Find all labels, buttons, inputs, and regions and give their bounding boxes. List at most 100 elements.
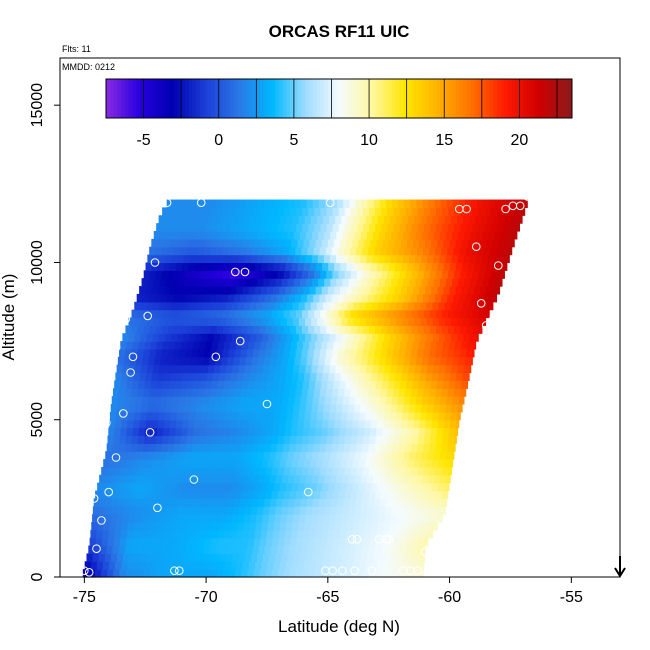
- heatmap-cell: [184, 278, 191, 287]
- heatmap-cell: [326, 207, 334, 216]
- heatmap-cell: [294, 356, 302, 366]
- heatmap-cell: [311, 364, 319, 374]
- heatmap-cell: [168, 325, 175, 334]
- heatmap-cell: [373, 199, 381, 209]
- heatmap-cell: [220, 278, 228, 287]
- heatmap-cell: [151, 459, 159, 468]
- heatmap-cell: [133, 459, 141, 468]
- heatmap-cell: [141, 553, 148, 562]
- heatmap-cell: [340, 238, 347, 248]
- heatmap-cell: [215, 396, 222, 405]
- heatmap-cell: [203, 199, 210, 209]
- heatmap-cell: [458, 396, 465, 405]
- heatmap-cell: [206, 286, 213, 295]
- heatmap-cell: [332, 388, 339, 397]
- heatmap-cell: [349, 498, 357, 507]
- y-tick-label: 5000: [29, 402, 46, 438]
- heatmap-cell: [173, 388, 181, 397]
- heatmap-cell: [417, 309, 425, 319]
- heatmap-cell: [357, 380, 365, 389]
- heatmap-cell: [372, 514, 379, 523]
- heatmap-cell: [247, 270, 254, 279]
- heatmap-cell: [248, 286, 256, 295]
- heatmap-cell: [177, 317, 184, 326]
- heatmap-cell: [169, 286, 177, 295]
- heatmap-cell: [322, 459, 330, 468]
- heatmap-cell: [135, 506, 143, 515]
- heatmap-cell: [422, 498, 430, 507]
- colorbar-segment: [199, 79, 205, 118]
- heatmap-cell: [165, 404, 173, 413]
- heatmap-cell: [460, 309, 467, 319]
- heatmap-cell: [326, 309, 333, 319]
- heatmap-cell: [328, 482, 336, 492]
- heatmap-cell: [121, 372, 129, 382]
- heatmap-cell: [91, 521, 98, 531]
- heatmap-cell: [198, 490, 206, 499]
- heatmap-cell: [431, 262, 439, 271]
- heatmap-cell: [132, 427, 140, 437]
- heatmap-cell: [307, 246, 315, 256]
- heatmap-cell: [455, 341, 462, 350]
- colorbar-segment: [286, 79, 291, 118]
- heatmap-cell: [465, 293, 473, 303]
- heatmap-cell: [173, 545, 181, 555]
- heatmap-cell: [156, 223, 163, 232]
- heatmap-cell: [231, 301, 239, 311]
- heatmap-cell: [453, 348, 461, 358]
- heatmap-cell: [127, 521, 135, 531]
- heatmap-cell: [214, 474, 222, 484]
- heatmap-cell: [260, 380, 267, 389]
- heatmap-cell: [344, 443, 351, 452]
- heatmap-cell: [172, 199, 180, 209]
- sample-point: [501, 204, 510, 214]
- heatmap-cell: [186, 388, 193, 397]
- colorbar-segment: [192, 79, 197, 118]
- heatmap-cell: [182, 372, 190, 382]
- heatmap-cell: [150, 435, 157, 444]
- heatmap-cell: [179, 545, 187, 555]
- heatmap-cell: [231, 215, 239, 224]
- heatmap-cell: [216, 348, 224, 358]
- heatmap-cell: [210, 569, 218, 578]
- heatmap-cell: [406, 341, 414, 350]
- colorbar-tick-label: 0: [214, 132, 223, 149]
- heatmap-cell: [305, 278, 313, 287]
- heatmap-cell: [240, 545, 248, 555]
- heatmap-cell: [269, 278, 277, 287]
- heatmap-cell: [441, 443, 449, 452]
- heatmap-cell: [459, 293, 466, 303]
- heatmap-cell: [397, 231, 404, 240]
- heatmap-cell: [189, 514, 197, 523]
- colorbar-segment: [568, 79, 573, 118]
- heatmap-cell: [385, 199, 393, 209]
- heatmap-cell: [255, 419, 262, 429]
- heatmap-cell: [311, 333, 318, 342]
- heatmap-cell: [209, 498, 217, 507]
- heatmap-cell: [404, 498, 411, 507]
- heatmap-cell: [96, 561, 104, 570]
- heatmap-cell: [389, 215, 397, 224]
- heatmap-cell: [320, 569, 327, 578]
- sample-point: [111, 453, 121, 462]
- heatmap-cell: [337, 443, 345, 452]
- heatmap-cell: [200, 286, 207, 295]
- heatmap-cell: [164, 215, 172, 224]
- heatmap-cell: [504, 262, 508, 271]
- heatmap-cell: [455, 427, 459, 437]
- heatmap-cell: [450, 215, 458, 224]
- colorbar-segment: [485, 79, 490, 118]
- heatmap-cell: [203, 396, 210, 405]
- heatmap-cell: [187, 537, 194, 547]
- heatmap-cell: [350, 309, 358, 319]
- heatmap-cell: [197, 293, 205, 303]
- colorbar-tick-label: -5: [136, 132, 150, 149]
- heatmap-cell: [457, 364, 465, 374]
- heatmap-cell: [155, 490, 163, 499]
- heatmap-cell: [362, 348, 370, 358]
- heatmap-cell: [217, 380, 225, 389]
- heatmap-cell: [419, 419, 427, 429]
- heatmap-cell: [218, 529, 225, 539]
- heatmap-cell: [376, 262, 384, 271]
- heatmap-cell: [182, 419, 189, 429]
